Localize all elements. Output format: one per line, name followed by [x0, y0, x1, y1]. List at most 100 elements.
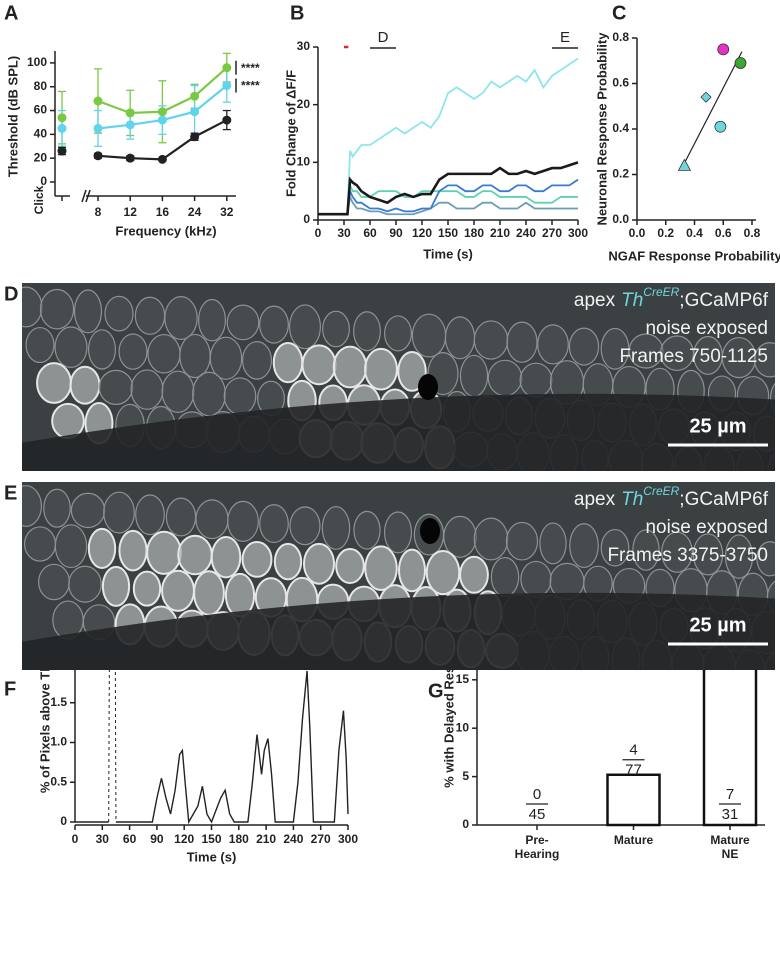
x-tick-label: 32 [220, 205, 234, 219]
cell [130, 369, 164, 410]
cell [444, 316, 476, 360]
cell [383, 315, 413, 352]
data-point [57, 146, 67, 156]
cell [51, 402, 85, 440]
cell [135, 494, 165, 536]
x-tick-label: 90 [150, 832, 164, 846]
cell [443, 515, 477, 558]
x-tick-label: 210 [490, 226, 510, 240]
cell [36, 362, 72, 404]
y-tick-label: 80 [34, 79, 48, 93]
cell [490, 556, 520, 598]
x-tick-label: 60 [363, 226, 377, 240]
cell [25, 326, 55, 364]
data-point [157, 154, 167, 164]
tissue-shadow [22, 592, 775, 670]
cell [54, 326, 88, 369]
cell [383, 511, 413, 554]
x-tick-label: 12 [124, 205, 138, 219]
cell [353, 311, 381, 352]
cell [273, 542, 303, 581]
series-line [318, 178, 579, 216]
cell [272, 342, 304, 384]
data-point [717, 43, 730, 56]
bar [606, 773, 661, 827]
y-tick-label: 20 [34, 150, 48, 164]
x-tick-label: 16 [156, 205, 170, 219]
x-tick-label: 210 [256, 832, 276, 846]
cell [210, 536, 242, 579]
x-tick-label: 0.4 [686, 226, 703, 240]
y-tick-label: 40 [34, 127, 48, 141]
cell [197, 298, 227, 342]
x-tick-label: Mature NE [710, 833, 750, 861]
cell [118, 529, 148, 572]
micrograph [22, 482, 775, 670]
cell [302, 542, 336, 585]
x-tick-label: 240 [516, 226, 536, 240]
x-tick-label: 150 [438, 226, 458, 240]
x-tick-label: 270 [311, 832, 331, 846]
cell [600, 528, 630, 567]
panel-label: A [4, 2, 18, 24]
cell [132, 570, 162, 607]
y-tick-label: 30 [297, 39, 311, 53]
data-point [93, 96, 103, 106]
cell [568, 327, 600, 366]
cell [756, 541, 775, 577]
y-tick-label: 0 [303, 212, 310, 226]
gene-name: Th [621, 489, 643, 510]
micrograph [22, 283, 775, 471]
cell [505, 521, 539, 561]
cell [411, 313, 447, 358]
cell [101, 565, 131, 607]
series-line [318, 161, 579, 216]
dark-spot [420, 518, 440, 544]
x-tick-label: 300 [568, 226, 588, 240]
data-point [190, 132, 200, 142]
data-point [190, 107, 200, 117]
cell [224, 572, 256, 618]
cell [753, 342, 775, 378]
dark-spot [418, 374, 438, 400]
y-tick-label: 60 [34, 103, 48, 117]
y-tick-label: 5 [462, 769, 469, 783]
reporter: ;GCaMP6f [679, 290, 768, 311]
cell [519, 362, 553, 398]
data-point [222, 63, 232, 73]
y-tick-label: 0 [462, 817, 469, 831]
cell [209, 336, 243, 380]
caption-line: Frames 750-1125 [619, 346, 768, 367]
x-tick-label: 270 [542, 226, 562, 240]
reporter: ;GCaMP6f [679, 489, 768, 510]
x-tick-label: Pre- Hearing [514, 833, 560, 861]
significance-label: **** [241, 61, 260, 75]
x-tick-label: 8 [95, 205, 102, 219]
data-point [157, 107, 167, 117]
x-tick-label: 300 [338, 832, 358, 846]
data-point [700, 91, 712, 103]
x-tick-label: 120 [412, 226, 432, 240]
x-tick-label: 60 [123, 832, 137, 846]
caption-line: Frames 3375-3750 [607, 545, 768, 566]
cell [459, 555, 489, 594]
fraction-numerator: 0 [533, 786, 541, 803]
data-point [190, 91, 200, 101]
cell [104, 295, 134, 332]
cell [632, 529, 660, 571]
gene-superscript: CreER [643, 484, 679, 498]
data-point [93, 123, 103, 133]
data-point [677, 158, 692, 171]
data-point [125, 153, 135, 163]
y-tick-label: 0 [40, 174, 47, 188]
cell [332, 345, 368, 389]
cell [397, 548, 427, 593]
fraction-denominator: 77 [625, 762, 642, 779]
cell [353, 510, 381, 550]
cell [692, 533, 724, 576]
scale-bar-label: 25 µm [689, 614, 746, 636]
fraction-numerator: 4 [629, 742, 637, 759]
x-tick-label: 0.8 [744, 226, 761, 240]
x-tick-label: 180 [229, 832, 249, 846]
